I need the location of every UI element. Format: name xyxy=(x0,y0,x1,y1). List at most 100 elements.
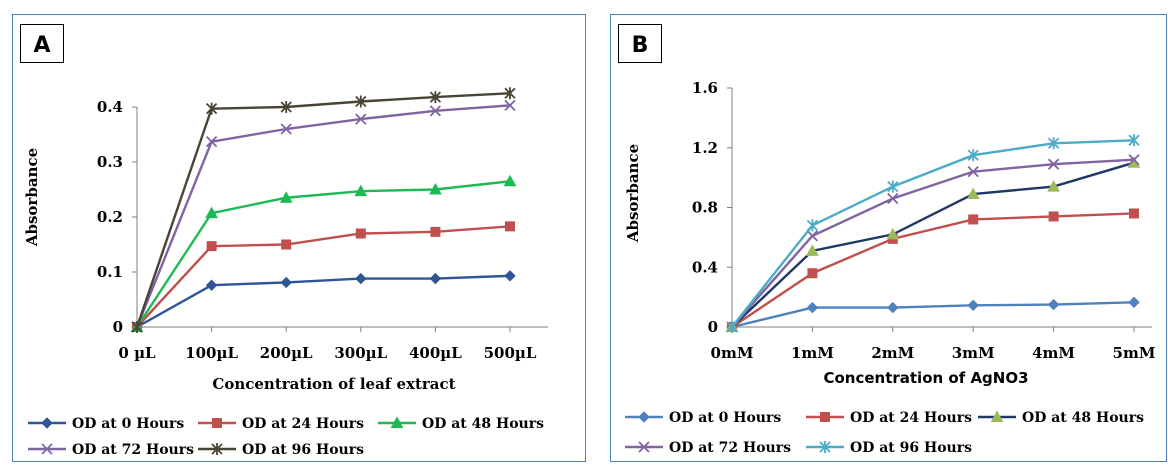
data-point xyxy=(355,272,367,285)
data-point xyxy=(429,105,442,117)
y-tick-label: 0.4 xyxy=(97,98,123,116)
y-tick-label: 0.8 xyxy=(692,199,718,217)
legend-label: OD at 24 Hours xyxy=(850,410,972,426)
y-tick-label: 0 xyxy=(708,318,718,336)
y-tick-label: 1.2 xyxy=(692,139,718,157)
legend-label: OD at 72 Hours xyxy=(669,440,791,456)
data-point xyxy=(504,87,516,100)
y-tick-label: 0.4 xyxy=(692,258,718,276)
data-point xyxy=(1047,137,1060,150)
x-tick-label: 2mM xyxy=(871,344,914,362)
chart-a: 0 0.1 0.2 0.3 0.4 0 µL 100µL 200µL 300µL 400µL 500… xyxy=(23,87,548,393)
data-point xyxy=(887,301,899,314)
series-line xyxy=(136,274,511,329)
data-point xyxy=(429,182,442,195)
x-tick-label: 5mM xyxy=(1113,344,1156,362)
data-point xyxy=(967,149,979,162)
data-point xyxy=(1128,296,1140,309)
data-point xyxy=(205,279,218,291)
legend-swatch-marker xyxy=(638,441,650,453)
data-point xyxy=(806,230,819,242)
x-axis-title: Concentration of leaf extract xyxy=(212,375,455,393)
data-point xyxy=(807,268,818,279)
data-point xyxy=(206,241,217,252)
series-line xyxy=(731,139,1135,328)
legend-b: OD at 0 Hours OD at 24 Hours OD at 48 Hour… xyxy=(625,410,1144,456)
data-point xyxy=(504,270,516,282)
panel-b-letter-box xyxy=(618,24,662,63)
data-point xyxy=(355,113,367,125)
series-line xyxy=(135,92,511,328)
data-point xyxy=(279,191,293,203)
x-tick-label: 4mM xyxy=(1032,344,1075,362)
data-point xyxy=(967,299,979,312)
data-point xyxy=(505,221,515,232)
legend-swatch-marker xyxy=(41,417,53,429)
legend-swatch-marker xyxy=(638,411,650,423)
data-point xyxy=(1129,208,1139,219)
data-point xyxy=(131,321,143,333)
series-line xyxy=(135,180,511,328)
series-line xyxy=(731,212,1135,328)
data-point xyxy=(726,321,738,333)
panel-a-letter: A xyxy=(33,33,50,58)
data-point xyxy=(887,180,899,193)
data-point xyxy=(503,174,517,187)
x-tick-label: 300µL xyxy=(334,344,387,362)
data-point xyxy=(355,228,366,239)
data-point xyxy=(1128,154,1140,166)
y-tick-label: 1.6 xyxy=(692,79,718,97)
legend-swatch-marker xyxy=(41,443,53,455)
y-tick-label: 0.1 xyxy=(97,263,123,281)
x-tick-label: 500µL xyxy=(484,344,537,362)
x-tick-label: 0 µL xyxy=(118,344,156,362)
data-point xyxy=(1048,211,1059,222)
series-line xyxy=(731,158,1135,328)
series-line xyxy=(136,225,511,328)
legend-label: OD at 24 Hours xyxy=(242,416,364,432)
legend-label: OD at 96 Hours xyxy=(242,442,364,458)
data-point xyxy=(205,206,218,219)
panel-b-letter: B xyxy=(632,33,649,58)
y-tick-label: 0.3 xyxy=(97,153,123,171)
data-point xyxy=(1047,180,1060,192)
y-axis-title: Absorbance xyxy=(23,148,41,247)
legend-swatch-marker xyxy=(390,416,404,428)
data-point xyxy=(806,301,819,314)
data-point xyxy=(806,219,819,232)
data-point xyxy=(886,227,900,240)
data-point xyxy=(430,226,441,237)
data-point xyxy=(966,187,980,200)
data-point xyxy=(354,184,368,197)
y-tick-label: 0.2 xyxy=(97,208,123,226)
data-point xyxy=(280,276,292,289)
data-point xyxy=(806,244,819,256)
data-point xyxy=(429,91,442,104)
legend-swatch-marker xyxy=(990,410,1004,422)
panel-b-border xyxy=(610,14,1167,462)
data-point xyxy=(504,99,516,111)
legend-swatch-marker xyxy=(820,412,830,422)
panel-a-letter-box xyxy=(20,24,64,63)
series-line xyxy=(731,301,1135,329)
x-axis-title: Concentration of AgNO3 xyxy=(823,369,1028,387)
data-point xyxy=(355,95,367,108)
data-point xyxy=(429,272,442,285)
data-point xyxy=(1047,158,1060,170)
x-tick-label: 3mM xyxy=(952,344,995,362)
y-tick-label: 0 xyxy=(113,318,123,336)
legend-swatch-marker xyxy=(819,441,831,453)
data-point xyxy=(281,239,292,250)
series-line xyxy=(731,161,1135,328)
y-axis-title: Absorbance xyxy=(624,144,642,243)
legend-label: OD at 48 Hours xyxy=(1022,410,1144,426)
legend-label: OD at 96 Hours xyxy=(850,440,972,456)
legend-label: OD at 48 Hours xyxy=(422,416,544,432)
data-point xyxy=(280,101,292,113)
x-tick-label: 1mM xyxy=(791,344,834,362)
x-tick-label: 400µL xyxy=(409,344,462,362)
series-line xyxy=(135,104,511,328)
legend-a: OD at 0 Hours OD at 24 Hours OD at 48 Hour… xyxy=(28,416,544,458)
x-tick-label: 200µL xyxy=(260,344,313,362)
